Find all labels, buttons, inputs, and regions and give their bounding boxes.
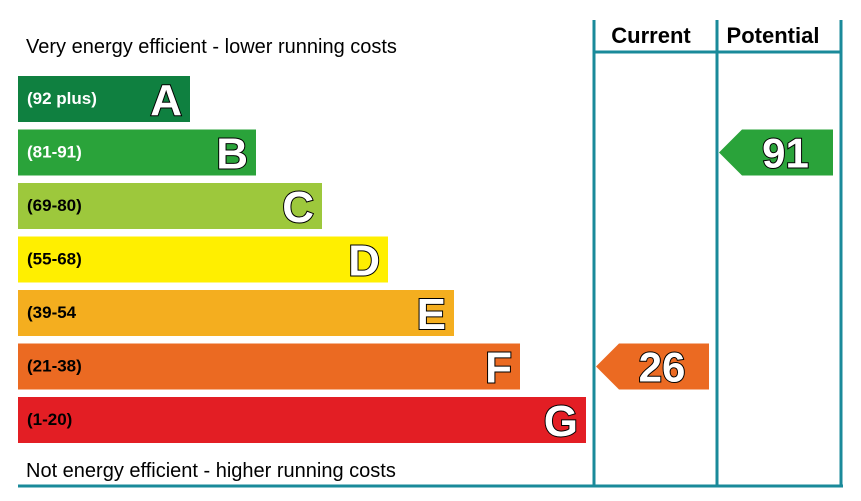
band-f-letter: F: [485, 344, 512, 393]
current-rating-arrow: [596, 343, 709, 390]
band-c-bar: [18, 183, 322, 229]
band-e-letter: E: [417, 290, 446, 339]
band-c-range: (69-80): [27, 196, 82, 215]
band-g-letter: G: [544, 397, 578, 446]
band-d-bar: [18, 236, 388, 283]
current-column-header: Current: [611, 23, 691, 48]
band-e-bar: [18, 290, 454, 336]
band-a-bar: [18, 76, 190, 122]
band-d-letter: D: [348, 237, 380, 286]
band-a-range: (92 plus): [27, 89, 97, 108]
band-c-letter: C: [282, 183, 314, 232]
potential-rating-value: 91: [762, 130, 809, 177]
band-g-range: (1-20): [27, 410, 72, 429]
band-g-bar: [18, 397, 586, 443]
band-d-range: (55-68): [27, 250, 82, 269]
band-f-bar: [18, 343, 520, 390]
rating-bands: (92 plus) A (81-91) B (69-80) C (55-68) D (39-54…: [18, 75, 586, 447]
band-f-range: (21-38): [27, 357, 82, 376]
band-b-bar: [18, 129, 256, 176]
rating-arrows: 26 91: [596, 129, 833, 392]
potential-column-header: Potential: [727, 23, 820, 48]
current-rating-value: 26: [639, 344, 686, 391]
potential-rating-arrow: [719, 129, 833, 176]
bottom-caption: Not energy efficient - higher running co…: [26, 460, 396, 482]
band-a-letter: A: [150, 76, 182, 125]
band-b-range: (81-91): [27, 143, 82, 162]
band-b-letter: B: [216, 130, 248, 179]
top-caption: Very energy efficient - lower running co…: [26, 36, 397, 58]
band-e-range: (39-54: [27, 303, 77, 322]
